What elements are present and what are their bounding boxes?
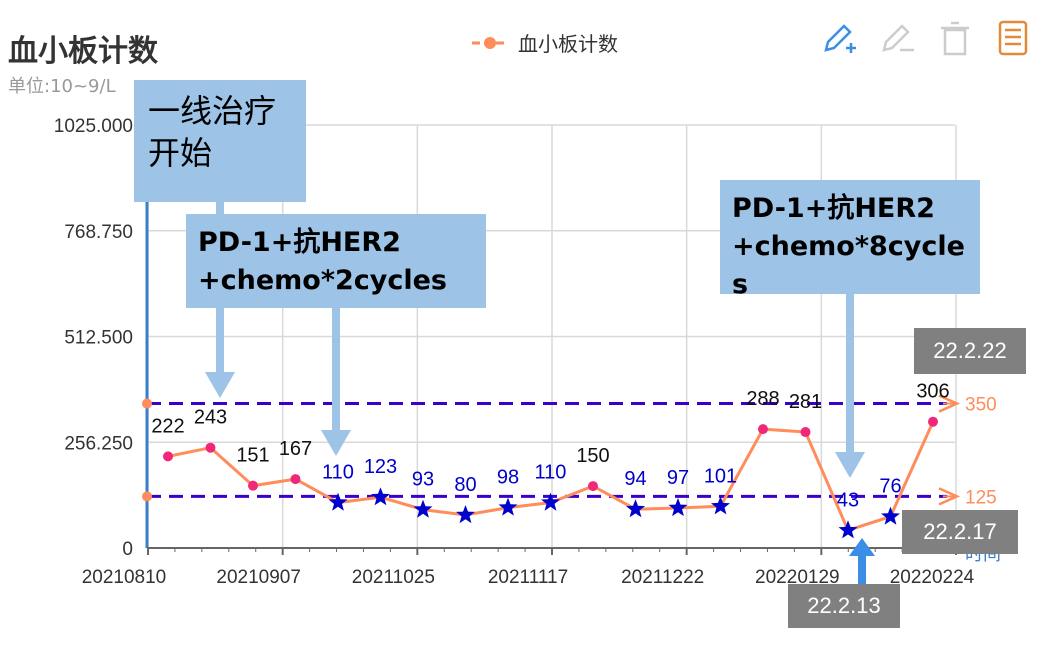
report-icon[interactable] — [994, 18, 1032, 58]
toolbar — [820, 18, 1032, 58]
arrow-2213-head — [849, 538, 875, 556]
data-point-star — [838, 520, 858, 539]
legend-label: 血小板计数 — [518, 32, 618, 56]
x-tick-label: 20211025 — [352, 567, 435, 588]
data-point-star — [711, 496, 730, 515]
data-point-star — [456, 505, 475, 524]
data-point — [588, 481, 598, 492]
y-tick-label: 512.500 — [64, 328, 133, 349]
ref-label-125: 125 — [965, 487, 997, 508]
data-label: 243 — [194, 407, 227, 429]
data-point — [290, 474, 301, 485]
y-tick-label: 256.250 — [64, 433, 133, 454]
y-tick-label: 0 — [122, 539, 133, 560]
data-point — [800, 427, 811, 438]
data-label: 222 — [151, 415, 184, 437]
reference-lines: 350 125 — [142, 394, 997, 508]
data-label: 97 — [667, 467, 689, 489]
data-label: 306 — [916, 381, 949, 403]
annotation-2cycles: PD-1+抗HER2 +chemo*2cycles — [186, 214, 486, 308]
data-label: 288 — [746, 388, 779, 410]
chart-title: 血小板计数 — [8, 34, 158, 69]
x-tick-labels: 20210810 20210907 20211025 20211117 20211222… — [82, 544, 1001, 588]
data-point-star — [541, 492, 560, 511]
edit-add-icon[interactable] — [820, 18, 858, 58]
data-point — [163, 451, 173, 462]
y-tick-label: 768.750 — [64, 222, 133, 243]
unit-label: 单位:10~9/L — [8, 76, 116, 97]
ref-start-dot — [142, 491, 152, 502]
data-point-star — [626, 499, 645, 518]
annotation-first-line: 一线治疗 开始 — [134, 80, 306, 202]
edit-icon[interactable] — [878, 18, 916, 58]
data-point — [205, 442, 216, 453]
x-tick-label: 20211117 — [488, 567, 568, 588]
ref-label-350: 350 — [965, 395, 997, 416]
arrow-8cycles-shaft — [846, 294, 854, 454]
x-tick-label: 20211222 — [621, 567, 704, 588]
data-label: 94 — [624, 468, 646, 490]
data-point-star — [413, 499, 433, 518]
data-label: 281 — [789, 391, 822, 413]
data-label: 80 — [454, 474, 476, 496]
legend-line-icon — [472, 36, 508, 49]
data-labels: 222 243 151 167 110 123 93 80 98 110 150 94 97 101 288… — [151, 381, 949, 512]
data-label: 43 — [837, 489, 859, 511]
data-points — [163, 416, 938, 539]
date-box-22-2-17: 22.2.17 — [902, 510, 1018, 554]
data-point-star — [498, 497, 518, 516]
data-label: 151 — [236, 445, 269, 467]
data-point-star — [668, 498, 688, 517]
annotation-8cycles: PD-1+抗HER2 +chemo*8cycle s — [720, 180, 980, 300]
data-point-star — [371, 487, 390, 506]
data-label: 150 — [576, 445, 609, 467]
data-point — [758, 424, 768, 435]
x-tick-label: 20210907 — [216, 567, 301, 588]
ref-arrow-head — [938, 487, 961, 506]
x-tick-label: 20220224 — [890, 567, 975, 588]
arrow-first-line-head — [205, 372, 235, 398]
legend[interactable]: 血小板计数 — [470, 28, 618, 57]
arrow-2213-shaft — [858, 556, 866, 584]
data-label: 76 — [879, 476, 901, 498]
date-box-22-2-13: 22.2.13 — [788, 584, 900, 628]
date-box-22-2-22: 22.2.22 — [914, 328, 1026, 374]
data-label: 110 — [322, 462, 354, 484]
arrow-2cycles-head — [321, 430, 351, 456]
data-label: 167 — [279, 438, 312, 460]
x-tick-label: 20220129 — [755, 567, 840, 588]
data-label: 98 — [497, 467, 519, 489]
y-tick-labels: 0 256.250 512.500 768.750 1025.000 — [54, 116, 133, 560]
y-tick-label: 1025.000 — [54, 116, 133, 137]
data-label: 123 — [364, 456, 397, 478]
delete-icon[interactable] — [936, 18, 974, 58]
data-point-star — [881, 506, 900, 525]
data-label: 101 — [704, 465, 737, 487]
ref-arrow-head — [938, 394, 961, 413]
ref-start-dot — [142, 398, 152, 409]
data-point-star — [328, 492, 348, 511]
data-point — [248, 480, 258, 491]
arrow-8cycles-head — [835, 452, 865, 478]
arrow-2cycles-shaft — [332, 308, 340, 432]
data-label: 110 — [535, 462, 567, 484]
x-tick-label: 20210810 — [82, 567, 167, 588]
data-point — [928, 416, 938, 427]
data-label: 93 — [412, 469, 434, 491]
